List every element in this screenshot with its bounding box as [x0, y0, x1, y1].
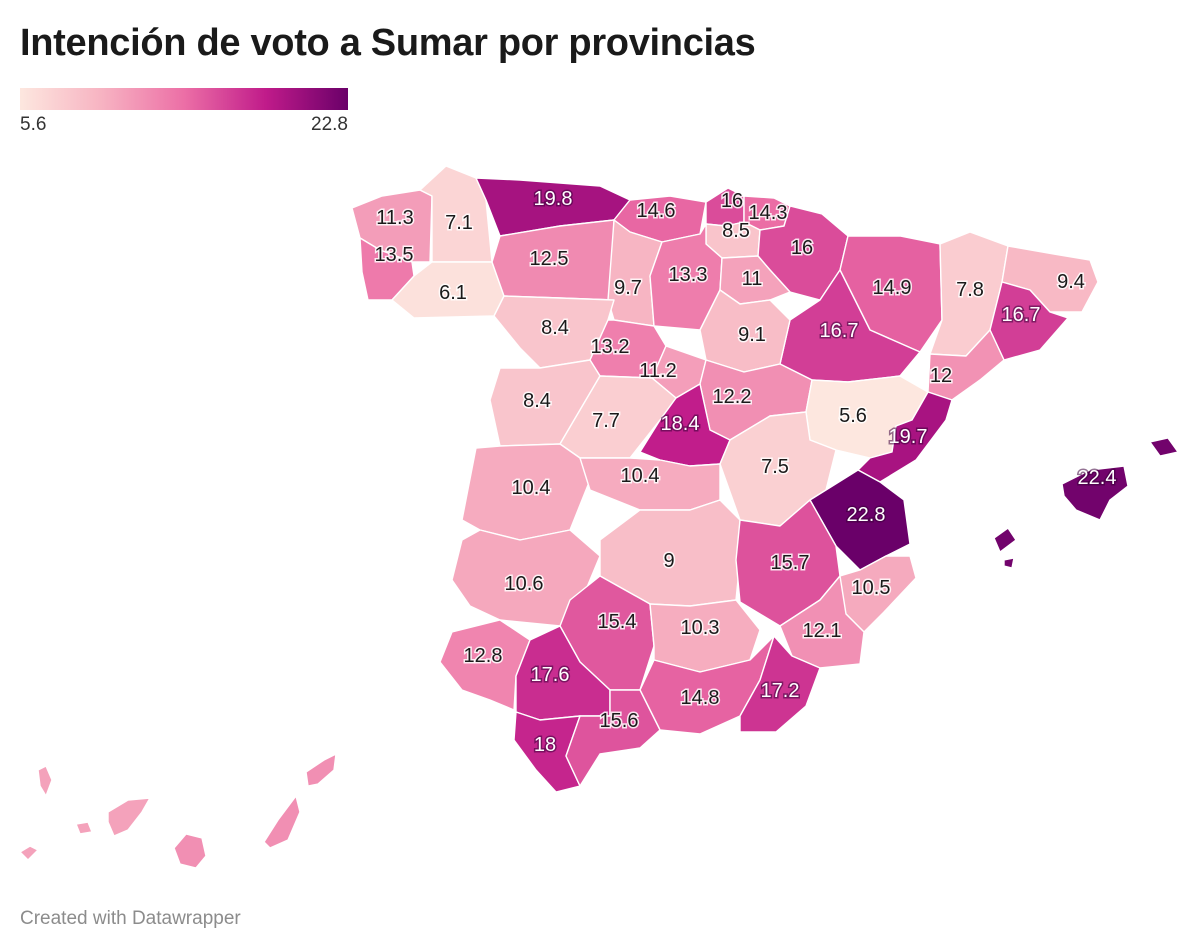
- legend-gradient-bar: [20, 88, 348, 110]
- value-label-cuenca: 7.5: [761, 456, 789, 478]
- region-caceres[interactable]: [461, 443, 591, 541]
- value-label-zaragoza: 16.7: [820, 320, 859, 342]
- value-label-avila: 7.7: [592, 410, 620, 432]
- region-baleares[interactable]: [993, 437, 1179, 569]
- region-las-palmas[interactable]: [173, 753, 337, 869]
- map-title: Intención de voto a Sumar por provincias: [20, 22, 756, 64]
- value-label-a-coruna: 11.3: [376, 207, 413, 229]
- value-label-huesca: 14.9: [873, 277, 912, 299]
- value-label-malaga: 15.6: [600, 710, 639, 732]
- value-label-salamanca: 8.4: [523, 390, 551, 412]
- value-label-leon: 12.5: [530, 248, 569, 270]
- legend-min-label: 5.6: [20, 114, 47, 135]
- value-label-asturias: 19.8: [534, 188, 573, 210]
- value-label-valladolid: 13.2: [591, 336, 630, 358]
- value-label-badajoz: 10.6: [505, 573, 544, 595]
- value-label-cordoba: 15.4: [598, 611, 637, 633]
- value-label-teruel: 5.6: [839, 405, 867, 427]
- value-label-segovia: 11.2: [639, 360, 676, 382]
- datawrapper-credit: Created with Datawrapper: [20, 908, 241, 929]
- value-label-albacete: 15.7: [771, 552, 810, 574]
- value-label-pontevedra: 13.5: [375, 244, 414, 266]
- value-label-sevilla: 17.6: [531, 664, 570, 686]
- value-label-baleares: 22.4: [1078, 467, 1117, 489]
- value-label-madrid: 18.4: [661, 413, 700, 435]
- value-label-granada: 14.8: [681, 687, 720, 709]
- value-label-murcia: 12.1: [803, 620, 842, 642]
- value-label-navarra: 16: [791, 237, 813, 259]
- value-label-valencia: 22.8: [847, 504, 886, 526]
- value-label-araba: 8.5: [722, 220, 750, 242]
- value-label-huelva: 12.8: [464, 645, 503, 667]
- value-label-toledo: 10.4: [621, 465, 660, 487]
- value-label-tarragona: 12: [930, 365, 952, 387]
- value-label-caceres: 10.4: [512, 477, 551, 499]
- value-label-almeria: 17.2: [761, 680, 800, 702]
- value-label-barcelona: 16.7: [1002, 304, 1041, 326]
- value-label-gipuzkoa: 14.3: [749, 202, 788, 224]
- value-label-lleida: 7.8: [956, 279, 984, 301]
- value-label-girona: 9.4: [1057, 271, 1085, 293]
- value-label-la-rioja: 11: [742, 268, 763, 290]
- region-almeria[interactable]: [739, 635, 821, 733]
- value-label-bizkaia: 16: [721, 190, 743, 212]
- provinces-layer: [19, 165, 1179, 869]
- value-label-ourense: 6.1: [439, 282, 467, 304]
- legend-max-label: 22.8: [311, 114, 348, 135]
- value-label-guadalajara: 12.2: [713, 386, 752, 408]
- region-toledo[interactable]: [579, 457, 721, 511]
- value-label-cadiz: 18: [534, 734, 556, 756]
- value-label-castellon: 19.7: [889, 426, 928, 448]
- labels-layer: 11.3 7.1 19.8 14.6 16 14.3 8.5 16 13.5 6…: [373, 187, 1118, 758]
- value-label-palencia: 9.7: [614, 277, 642, 299]
- value-label-ciudad-real: 9: [663, 550, 674, 572]
- value-label-alicante: 10.5: [852, 577, 891, 599]
- value-label-zamora: 8.4: [541, 317, 569, 339]
- value-label-cantabria: 14.6: [637, 200, 676, 222]
- value-label-soria: 9.1: [738, 324, 766, 346]
- color-legend: 5.6 22.8: [20, 88, 348, 138]
- value-label-lugo: 7.1: [445, 212, 473, 234]
- region-huelva[interactable]: [439, 619, 531, 711]
- value-label-burgos: 13.3: [669, 264, 708, 286]
- region-malaga[interactable]: [565, 689, 661, 787]
- region-santa-cruz-de-tenerife[interactable]: [19, 765, 151, 861]
- value-label-jaen: 10.3: [681, 617, 720, 639]
- region-lugo[interactable]: [419, 165, 493, 263]
